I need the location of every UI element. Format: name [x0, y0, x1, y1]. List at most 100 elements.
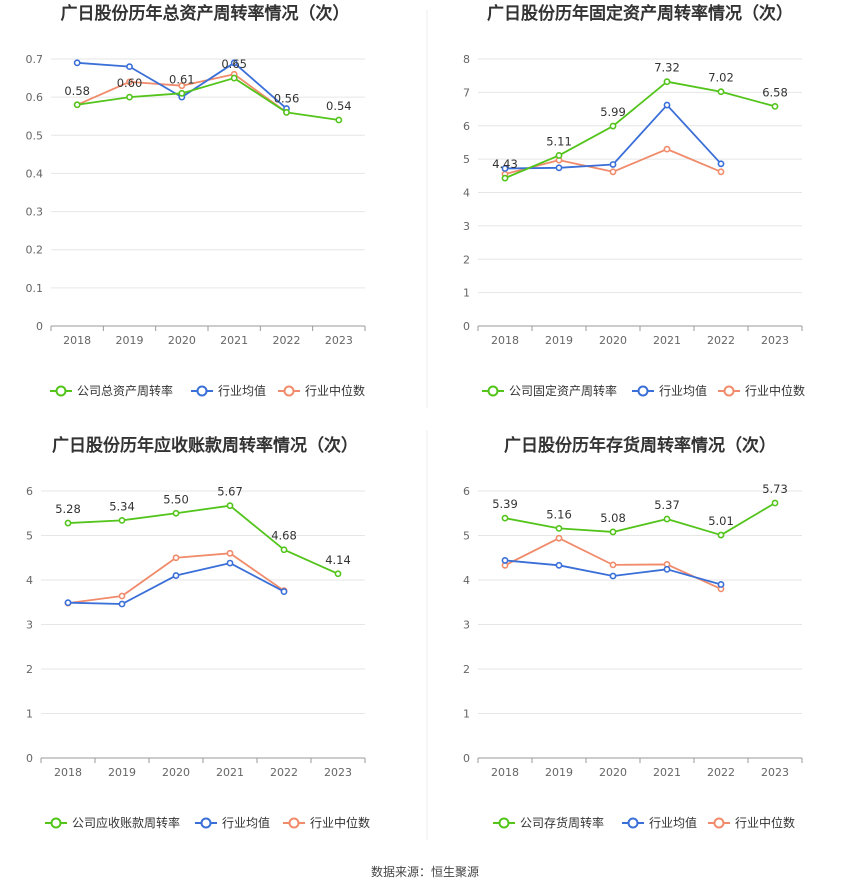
- data-label: 6.58: [762, 85, 788, 99]
- data-point-industry-median: [717, 168, 725, 176]
- legend-label: 公司固定资产周转率: [509, 383, 617, 398]
- x-tick-label: 2020: [168, 334, 196, 347]
- y-tick-label: 4: [26, 574, 33, 587]
- legend-label: 行业中位数: [745, 383, 805, 398]
- legend-item-industry-avg[interactable]: 行业均值: [622, 815, 697, 830]
- y-tick-label: 8: [463, 53, 470, 66]
- legend-marker-icon: [713, 817, 725, 829]
- data-label: 5.16: [546, 507, 572, 521]
- data-point-industry-avg: [64, 599, 72, 607]
- chart-title: 广日股份历年总资产周转率情况（次）: [61, 3, 350, 24]
- y-tick-label: 4: [463, 187, 470, 200]
- series-line-company: [504, 80, 776, 179]
- y-tick-label: 1: [463, 708, 470, 721]
- y-tick-label: 3: [26, 619, 33, 632]
- data-point-company: [501, 174, 509, 182]
- legend-label: 行业均值: [222, 815, 270, 830]
- legend-item-company[interactable]: 公司固定资产周转率: [482, 383, 617, 398]
- legend-item-industry-median[interactable]: 行业中位数: [718, 383, 805, 398]
- data-point-industry-avg: [126, 63, 133, 71]
- data-label: 5.11: [546, 134, 572, 148]
- legend-label: 公司应收账款周转率: [72, 815, 180, 830]
- legend-marker-icon: [487, 385, 499, 397]
- data-label: 0.65: [221, 57, 247, 71]
- legend-item-industry-median[interactable]: 行业中位数: [283, 815, 370, 830]
- data-point-industry-median: [126, 78, 133, 86]
- chart-panel-2: 广日股份历年固定资产周转率情况（次） 0 1 2 3 4 5 6 7 8 2018 2019 2020 2…: [463, 3, 805, 398]
- legend-item-company[interactable]: 公司存货周转率: [493, 815, 604, 830]
- data-label: 5.99: [600, 105, 626, 119]
- data-point-company: [717, 531, 725, 539]
- y-tick-label: 0.5: [26, 129, 44, 142]
- legend-label: 行业均值: [659, 383, 707, 398]
- legend-marker-icon: [283, 385, 295, 397]
- y-tick-label: 1: [26, 708, 33, 721]
- legend-item-industry-avg[interactable]: 行业均值: [632, 383, 707, 398]
- legend-item-company[interactable]: 公司总资产周转率: [50, 383, 173, 398]
- y-tick-label: 6: [26, 485, 33, 498]
- data-point-industry-median: [609, 168, 617, 176]
- legend-label: 行业中位数: [305, 383, 365, 398]
- y-tick-label: 0.4: [26, 167, 44, 180]
- legend-item-industry-median[interactable]: 行业中位数: [278, 383, 365, 398]
- data-point-industry-avg: [280, 588, 288, 595]
- x-tick-label: 2023: [325, 334, 353, 347]
- data-point-company: [609, 528, 617, 536]
- y-tick-label: 5: [463, 530, 470, 543]
- data-label: 5.34: [109, 499, 135, 513]
- x-tick-label: 2019: [116, 334, 144, 347]
- data-point-industry-avg: [226, 559, 234, 567]
- x-tick-label: 2022: [270, 766, 298, 779]
- chart-title: 广日股份历年固定资产周转率情况（次）: [487, 3, 793, 24]
- y-tick-label: 2: [463, 663, 470, 676]
- legend-label: 行业均值: [218, 383, 266, 398]
- y-tick-label: 0.3: [26, 206, 44, 219]
- chart-title: 广日股份历年应收账款周转率情况（次）: [52, 435, 358, 456]
- x-tick-label: 2022: [273, 334, 301, 347]
- x-tick-label: 2019: [545, 334, 573, 347]
- y-tick-label: 0: [26, 752, 33, 765]
- data-point-company: [555, 524, 563, 532]
- data-point-industry-avg: [73, 59, 81, 67]
- legend-item-industry-avg[interactable]: 行业均值: [195, 815, 270, 830]
- legend-item-industry-median[interactable]: 行业中位数: [708, 815, 795, 830]
- data-point-company: [283, 109, 290, 116]
- data-point-industry-median: [226, 549, 234, 557]
- chart-panel-1: 广日股份历年总资产周转率情况（次） 0 0.1 0.2 0.3 0.4 0.5 0.6 0.7 2…: [26, 3, 366, 398]
- legend-marker-icon: [50, 817, 62, 829]
- data-point-industry-median: [555, 534, 563, 542]
- y-tick-label: 5: [463, 153, 470, 166]
- data-point-company: [64, 519, 72, 527]
- data-point-company: [555, 152, 563, 159]
- x-tick-label: 2018: [491, 766, 519, 779]
- data-point-industry-avg: [555, 561, 563, 569]
- x-tick-label: 2020: [162, 766, 190, 779]
- data-point-industry-median: [663, 145, 671, 153]
- legend-item-industry-avg[interactable]: 行业均值: [191, 383, 266, 398]
- data-label: 0.58: [64, 84, 90, 98]
- data-point-company: [609, 122, 617, 130]
- legend-label: 行业中位数: [735, 815, 795, 830]
- data-point-industry-median: [609, 561, 617, 569]
- y-tick-label: 6: [463, 485, 470, 498]
- y-tick-label: 1: [463, 287, 470, 300]
- x-tick-label: 2022: [707, 334, 735, 347]
- data-label: 4.43: [492, 157, 518, 171]
- y-tick-label: 0.1: [26, 282, 44, 295]
- y-tick-label: 0.2: [26, 244, 44, 257]
- data-point-industry-avg: [717, 581, 725, 588]
- y-tick-label: 0: [36, 320, 43, 333]
- data-point-company: [663, 78, 671, 86]
- data-point-industry-avg: [501, 165, 509, 172]
- x-tick-label: 2021: [220, 334, 248, 347]
- data-label: 5.08: [600, 511, 626, 525]
- legend-item-company[interactable]: 公司应收账款周转率: [45, 815, 180, 830]
- legend-label: 公司总资产周转率: [77, 383, 173, 398]
- data-label: 7.02: [708, 71, 734, 85]
- data-point-industry-avg: [663, 101, 671, 109]
- legend-marker-icon: [723, 385, 735, 397]
- x-tick-label: 2023: [761, 766, 789, 779]
- data-point-company: [126, 93, 133, 101]
- x-tick-label: 2018: [63, 334, 91, 347]
- chart-panel-3: 广日股份历年应收账款周转率情况（次） 0 1 2 3 4 5 6 2018 2019 2020 202…: [26, 435, 370, 830]
